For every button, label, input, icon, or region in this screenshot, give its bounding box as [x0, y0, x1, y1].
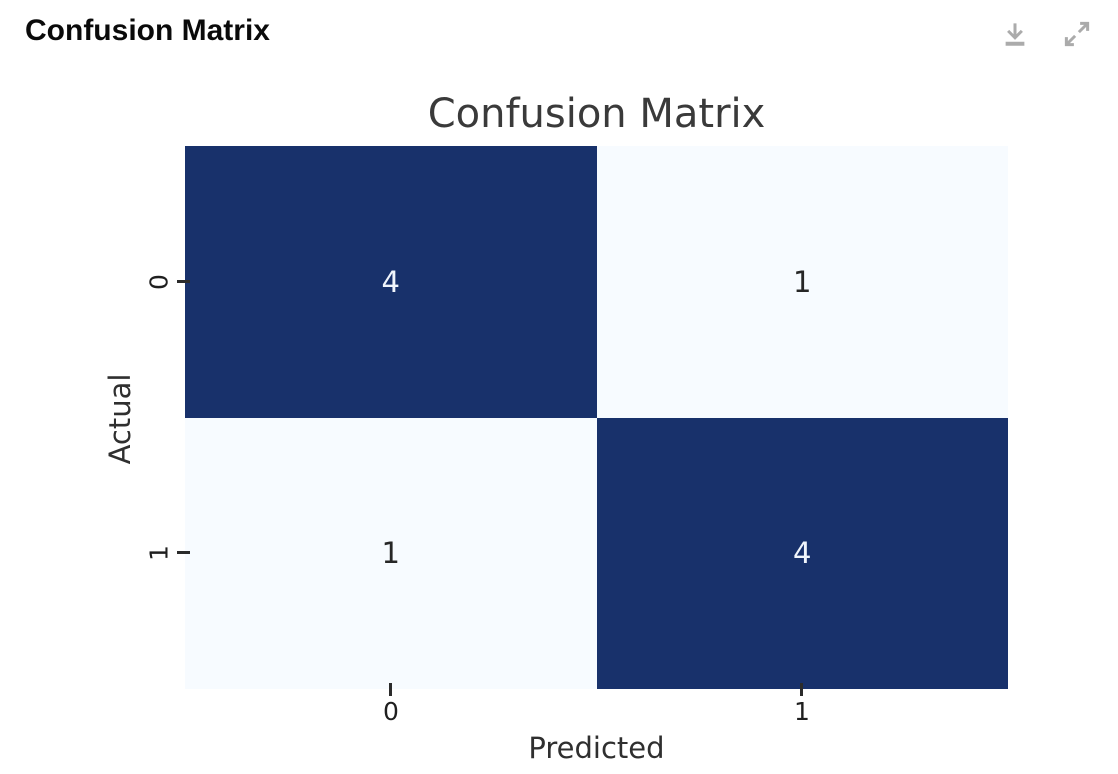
cell-actual0-pred0: 4: [185, 146, 597, 418]
expand-button[interactable]: [1060, 16, 1094, 52]
download-icon: [1000, 18, 1030, 50]
cell-value: 1: [793, 264, 812, 299]
widget-actions: [998, 16, 1094, 52]
y-axis-label: Actual: [103, 373, 137, 465]
y-tick-label-1: 1: [144, 545, 174, 561]
expand-icon: [1062, 18, 1092, 50]
download-button[interactable]: [998, 16, 1032, 52]
y-tick-label-0: 0: [144, 274, 174, 290]
cell-value: 4: [793, 536, 812, 571]
x-tick-mark-0: [389, 683, 392, 696]
chart-title: Confusion Matrix: [427, 91, 766, 137]
heatmap-plot: 4 1 1 4: [185, 146, 1008, 689]
cell-value: 1: [381, 536, 400, 571]
y-tick-mark-1: [177, 551, 190, 554]
widget-title: Confusion Matrix: [25, 14, 270, 47]
y-tick-mark-0: [177, 280, 190, 283]
cell-actual0-pred1: 1: [596, 146, 1008, 418]
x-tick-mark-1: [800, 683, 803, 696]
x-tick-label-1: 1: [794, 697, 810, 726]
cell-value: 4: [381, 264, 400, 299]
x-tick-label-0: 0: [383, 697, 399, 726]
cell-actual1-pred0: 1: [185, 417, 597, 689]
cell-actual1-pred1: 4: [596, 417, 1008, 689]
x-axis-label: Predicted: [528, 731, 665, 765]
